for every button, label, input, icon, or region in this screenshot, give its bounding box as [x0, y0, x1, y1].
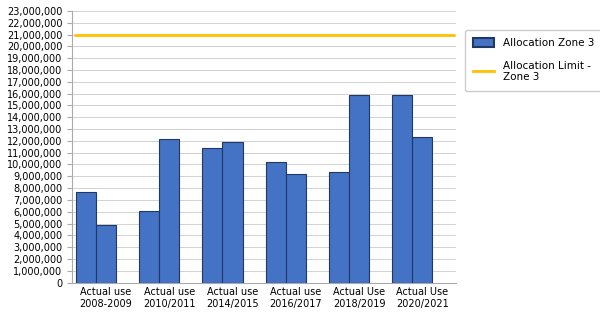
Bar	[392, 95, 412, 283]
Bar	[223, 142, 242, 283]
Bar	[329, 172, 349, 283]
Bar	[96, 225, 116, 283]
Bar	[202, 148, 223, 283]
Bar	[76, 191, 96, 283]
Bar	[159, 138, 179, 283]
Bar	[349, 95, 369, 283]
Legend: Allocation Zone 3, Allocation Limit -
Zone 3: Allocation Zone 3, Allocation Limit - Zo…	[465, 30, 600, 91]
Bar	[286, 174, 306, 283]
Bar	[139, 210, 159, 283]
Bar	[412, 137, 433, 283]
Bar	[266, 162, 286, 283]
